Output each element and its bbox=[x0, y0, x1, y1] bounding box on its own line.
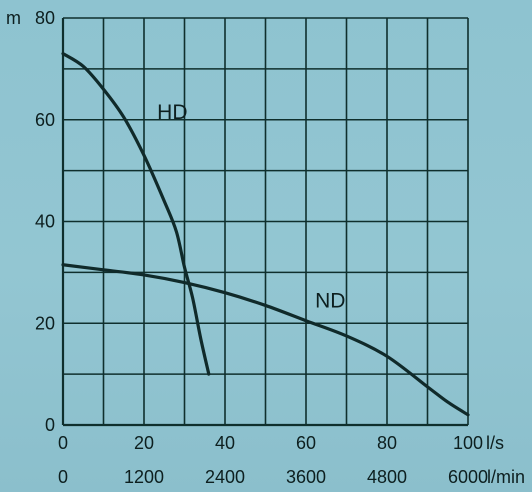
y-tick-label: 60 bbox=[35, 110, 55, 130]
x-tick-label: 40 bbox=[215, 433, 235, 453]
grid bbox=[62, 17, 469, 426]
y-tick-label: 40 bbox=[35, 212, 55, 232]
x2-tick-label: 0 bbox=[58, 467, 68, 487]
x2-tick-label: 2400 bbox=[205, 467, 245, 487]
x2-tick-label: 1200 bbox=[124, 467, 164, 487]
curve-nd bbox=[61, 263, 470, 417]
curves bbox=[61, 52, 470, 417]
axes bbox=[61, 18, 468, 427]
x-tick-label: 0 bbox=[58, 433, 68, 453]
tick-labels: 0 20 40 60 80 0 20 40 60 80 100 0 1200 2400 3600 4800 60… bbox=[35, 8, 488, 487]
x-axis-unit-primary: l/s bbox=[486, 433, 504, 453]
x2-tick-label: 6000 bbox=[448, 467, 488, 487]
x-tick-label: 100 bbox=[453, 433, 483, 453]
y-axis-unit-label: m bbox=[6, 8, 21, 28]
x2-tick-label: 3600 bbox=[286, 467, 326, 487]
x-tick-label: 20 bbox=[134, 433, 154, 453]
y-tick-label: 0 bbox=[45, 415, 55, 435]
series-labels: HD ND bbox=[157, 101, 345, 312]
series-label-nd: ND bbox=[315, 289, 345, 312]
curve-hd bbox=[61, 52, 211, 376]
series-label-hd: HD bbox=[157, 101, 187, 124]
x2-tick-label: 4800 bbox=[367, 467, 407, 487]
x-tick-label: 80 bbox=[377, 433, 397, 453]
x-axis-unit-secondary: l/min bbox=[487, 467, 525, 487]
y-tick-label: 80 bbox=[35, 8, 55, 28]
y-tick-label: 20 bbox=[35, 313, 55, 333]
x-tick-label: 60 bbox=[296, 433, 316, 453]
